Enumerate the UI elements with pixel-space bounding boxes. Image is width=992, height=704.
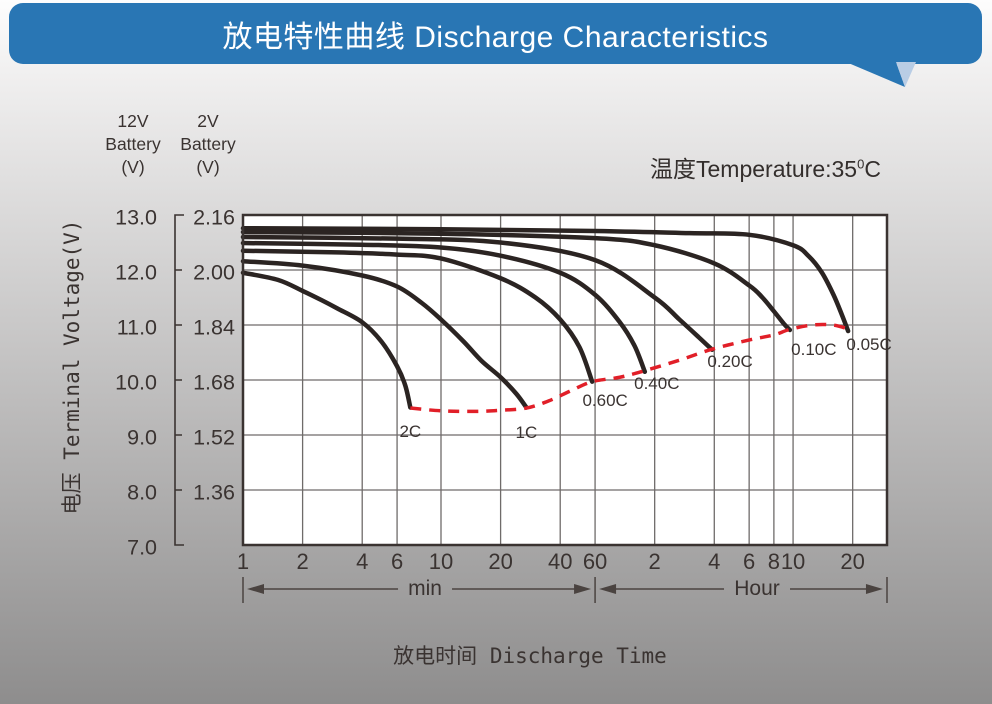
temperature-text: 温度Temperature:35: [650, 156, 858, 182]
arrow-head-right: [574, 584, 592, 594]
curve-0.60C: [240, 248, 595, 384]
curve-0.05C: [240, 225, 851, 334]
column-header-2v: 2V Battery (V): [180, 111, 236, 177]
curve-1C: [240, 258, 529, 410]
temperature-superscript: 0: [857, 156, 865, 172]
arrow-head-left: [247, 584, 264, 594]
temperature-label: 温度Temperature:350C: [650, 150, 881, 184]
curve-0.10C: [240, 229, 793, 333]
x-axis-title: 放电时间 Discharge Time: [393, 644, 667, 668]
curve-0.40C: [240, 240, 648, 374]
banner-tail-light: [896, 62, 916, 87]
arrow-head-left: [599, 584, 617, 594]
temperature-unit: C: [864, 156, 881, 182]
curve-2C: [240, 270, 413, 410]
title-banner: 放电特性曲线 Discharge Characteristics: [9, 3, 982, 64]
banner-tail-dark: [846, 62, 905, 87]
page-title: 放电特性曲线 Discharge Characteristics: [222, 20, 769, 54]
arrow-head-right: [865, 584, 883, 594]
column-header-12v: 12V Battery (V): [105, 111, 161, 177]
plot-border: [241, 213, 889, 547]
y-axis-bracket: [174, 214, 184, 546]
banner-tail: [846, 62, 916, 87]
curve-0.20C: [240, 234, 715, 352]
